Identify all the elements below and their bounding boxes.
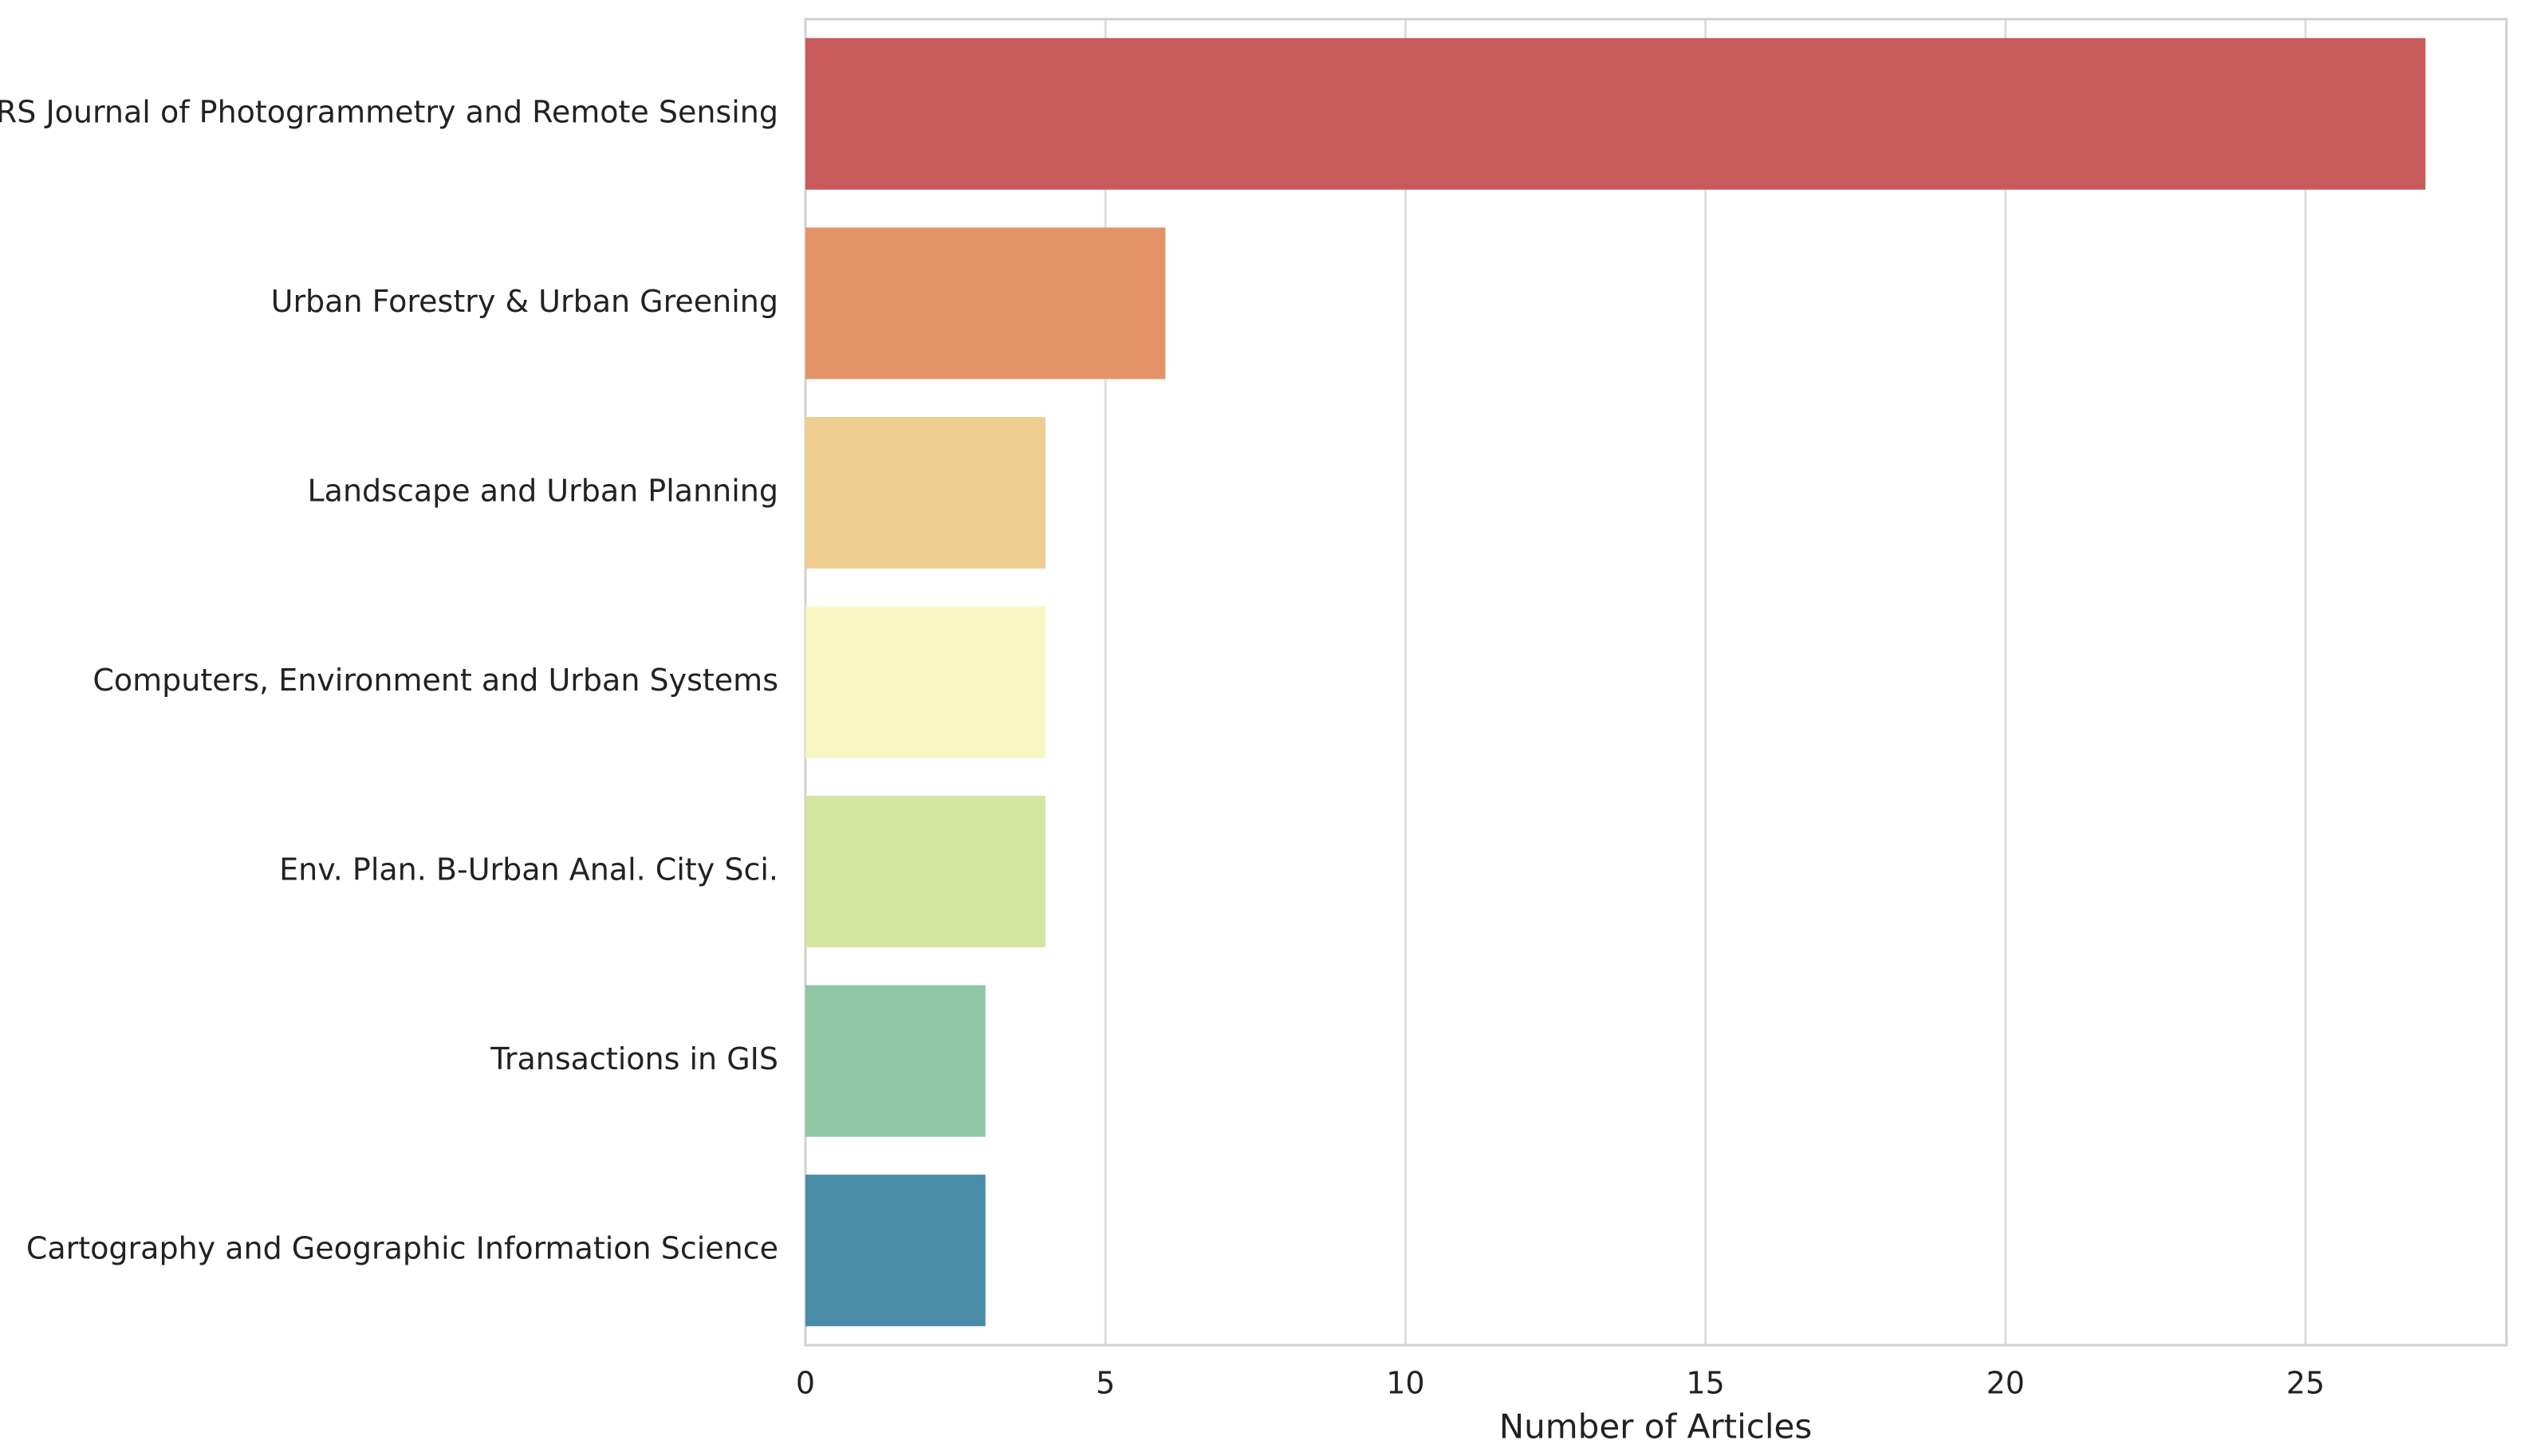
y-tick-label: Env. Plan. B-Urban Anal. City Sci. <box>279 852 778 887</box>
bar <box>805 606 1045 758</box>
bar <box>805 796 1045 948</box>
bar <box>805 985 986 1137</box>
x-tick-label: 0 <box>796 1366 815 1401</box>
bar <box>805 416 1045 569</box>
x-tick-label: 5 <box>1096 1366 1115 1401</box>
y-tick-label: Urban Forestry & Urban Greening <box>271 284 778 319</box>
y-tick-label: Transactions in GIS <box>490 1041 778 1076</box>
y-tick-label: ISPRS Journal of Photogrammetry and Remo… <box>0 94 778 129</box>
x-tick-label: 25 <box>2286 1366 2325 1401</box>
x-tick-label: 10 <box>1386 1366 1424 1401</box>
y-tick-label: Computers, Environment and Urban Systems <box>93 663 778 698</box>
y-tick-label: Landscape and Urban Planning <box>308 473 778 508</box>
bar <box>805 37 2426 190</box>
x-tick-label: 20 <box>1987 1366 2025 1401</box>
x-tick-label: 15 <box>1686 1366 1724 1401</box>
y-tick-label: Cartography and Geographic Information S… <box>26 1231 778 1266</box>
plot-frame <box>804 18 2508 1347</box>
bar <box>805 227 1166 380</box>
x-axis-label: Number of Articles <box>1499 1407 1813 1446</box>
bar <box>805 1175 986 1327</box>
